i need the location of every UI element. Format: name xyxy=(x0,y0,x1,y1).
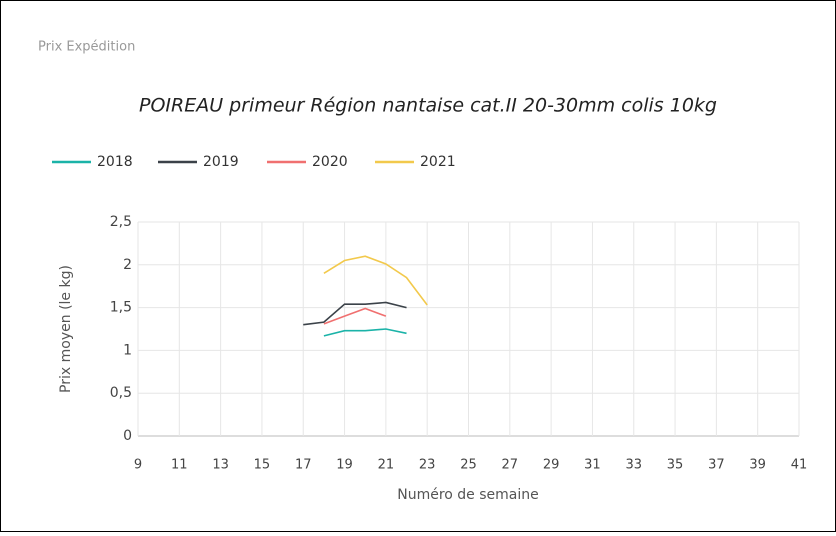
x-tick-label: 17 xyxy=(295,458,312,473)
x-tick-label: 9 xyxy=(134,458,142,473)
x-tick-label: 33 xyxy=(625,458,642,473)
y-tick-label: 2,5 xyxy=(110,214,132,230)
x-tick-label: 37 xyxy=(708,458,725,473)
x-tick-label: 35 xyxy=(667,458,684,473)
x-tick-label: 11 xyxy=(171,458,188,473)
x-tick-label: 19 xyxy=(336,458,353,473)
y-tick-label: 1 xyxy=(123,342,132,358)
x-tick-label: 39 xyxy=(749,458,766,473)
x-tick-label: 31 xyxy=(584,458,601,473)
y-tick-label: 0 xyxy=(123,428,132,444)
chart-title: POIREAU primeur Région nantaise cat.II 2… xyxy=(139,95,717,117)
series-line xyxy=(323,255,428,306)
legend-label: 2019 xyxy=(203,154,239,170)
y-tick-label: 2 xyxy=(123,257,132,273)
legend-label: 2021 xyxy=(420,154,456,170)
series-line xyxy=(323,307,387,325)
series-line xyxy=(303,301,407,326)
y-tick-label: 0,5 xyxy=(110,385,132,401)
x-axis-label: Numéro de semaine xyxy=(397,487,539,503)
x-tick-label: 15 xyxy=(254,458,271,473)
x-tick-label: 41 xyxy=(791,458,808,473)
x-tick-label: 13 xyxy=(212,458,229,473)
x-tick-label: 25 xyxy=(460,458,477,473)
card-header: Prix Expédition xyxy=(38,40,135,55)
legend-label: 2020 xyxy=(312,154,348,170)
x-tick-label: 29 xyxy=(543,458,560,473)
x-tick-label: 21 xyxy=(378,458,395,473)
x-tick-label: 27 xyxy=(502,458,519,473)
x-tick-label: 23 xyxy=(419,458,436,473)
series-line xyxy=(323,328,407,337)
y-axis-label: Prix moyen (le kg) xyxy=(58,265,74,393)
y-tick-label: 1,5 xyxy=(110,300,132,316)
legend-label: 2018 xyxy=(97,154,133,170)
